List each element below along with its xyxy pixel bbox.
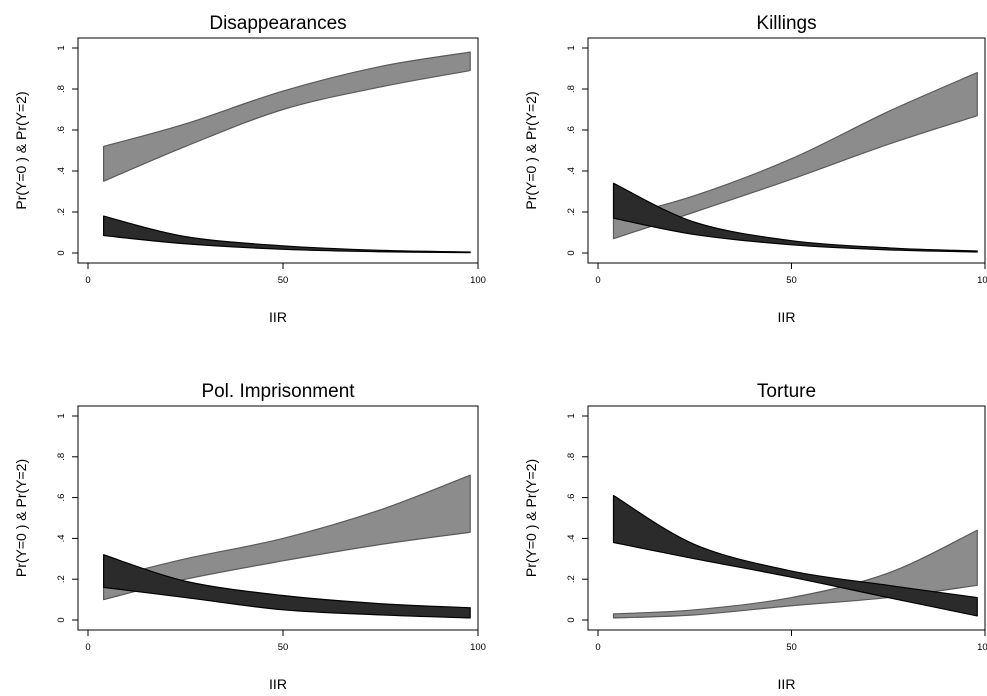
x-tick-label: 100 xyxy=(977,275,987,286)
lower-probability-band xyxy=(103,215,471,254)
y-tick-label: .6 xyxy=(566,126,577,134)
lower-probability-band xyxy=(612,494,978,617)
y-tick-label: .6 xyxy=(56,494,67,502)
chart-panel-1: Disappearances Pr(Y=0 ) & Pr(Y=2) IIR 0 .2 .4… xyxy=(13,13,486,325)
y-tick-label: .8 xyxy=(566,453,577,461)
y-tick-label: 0 xyxy=(566,617,577,622)
chart-panel-4: Torture Pr(Y=0 ) & Pr(Y=2) IIR 0 .2 .4 .6 .8 1 0 5… xyxy=(523,381,987,692)
y-tick-label: .8 xyxy=(56,453,67,461)
y-tick-label: .6 xyxy=(566,494,577,502)
y-tick-label: .8 xyxy=(566,85,577,93)
y-tick-label: 0 xyxy=(566,250,577,255)
x-tick-label: 100 xyxy=(470,275,486,286)
upper-probability-band xyxy=(103,51,471,182)
y-tick-label: .2 xyxy=(56,575,67,583)
x-tick-label: 50 xyxy=(786,275,797,286)
y-tick-label: .4 xyxy=(56,167,67,175)
chart-title: Torture xyxy=(757,381,816,402)
upper-probability-band xyxy=(103,474,471,601)
x-tick-label: 50 xyxy=(278,642,289,653)
x-tick-label: 0 xyxy=(595,275,600,286)
x-tick-label: 50 xyxy=(278,275,289,286)
y-axis-label: Pr(Y=0 ) & Pr(Y=2) xyxy=(523,91,539,209)
y-tick-label: .2 xyxy=(566,208,577,216)
y-tick-label: .4 xyxy=(56,534,67,542)
chart-title: Disappearances xyxy=(209,13,346,34)
lower-probability-band xyxy=(103,554,471,619)
y-tick-label: 0 xyxy=(56,250,67,255)
plot-frame xyxy=(587,37,986,264)
y-axis-label: Pr(Y=0 ) & Pr(Y=2) xyxy=(523,459,539,577)
x-tick-label: 100 xyxy=(977,642,987,653)
x-axis-label: IIR xyxy=(269,309,287,325)
y-tick-label: .4 xyxy=(566,167,577,175)
y-tick-label: 1 xyxy=(566,413,577,418)
x-axis-label: IIR xyxy=(269,676,287,692)
chart-panel-3: Pol. Imprisonment Pr(Y=0 ) & Pr(Y=2) IIR 0.… xyxy=(13,381,486,692)
y-tick-label: 1 xyxy=(566,45,577,50)
plot-frame xyxy=(77,405,479,631)
y-tick-label: 1 xyxy=(56,45,67,50)
y-axis-label: Pr(Y=0 ) & Pr(Y=2) xyxy=(13,91,29,209)
x-tick-label: 100 xyxy=(470,642,486,653)
x-axis-label: IIR xyxy=(778,309,796,325)
plot-frame xyxy=(587,405,986,631)
y-tick-label: 0 xyxy=(56,617,67,622)
y-tick-label: .2 xyxy=(56,208,67,216)
chart-title: Killings xyxy=(756,13,816,34)
lower-probability-band xyxy=(612,182,978,253)
x-tick-label: 0 xyxy=(85,275,90,286)
plot-frame xyxy=(77,37,479,264)
y-tick-label: .4 xyxy=(566,534,577,542)
upper-probability-band xyxy=(612,72,978,240)
x-tick-label: 0 xyxy=(85,642,90,653)
x-tick-label: 50 xyxy=(786,642,797,653)
y-tick-label: 1 xyxy=(56,413,67,418)
y-tick-label: .6 xyxy=(56,126,67,134)
y-axis-label: Pr(Y=0 ) & Pr(Y=2) xyxy=(13,459,29,577)
y-tick-label: .2 xyxy=(566,575,577,583)
chart-title: Pol. Imprisonment xyxy=(201,381,355,402)
y-tick-label: .8 xyxy=(56,85,67,93)
x-tick-label: 0 xyxy=(595,642,600,653)
x-axis-label: IIR xyxy=(778,676,796,692)
